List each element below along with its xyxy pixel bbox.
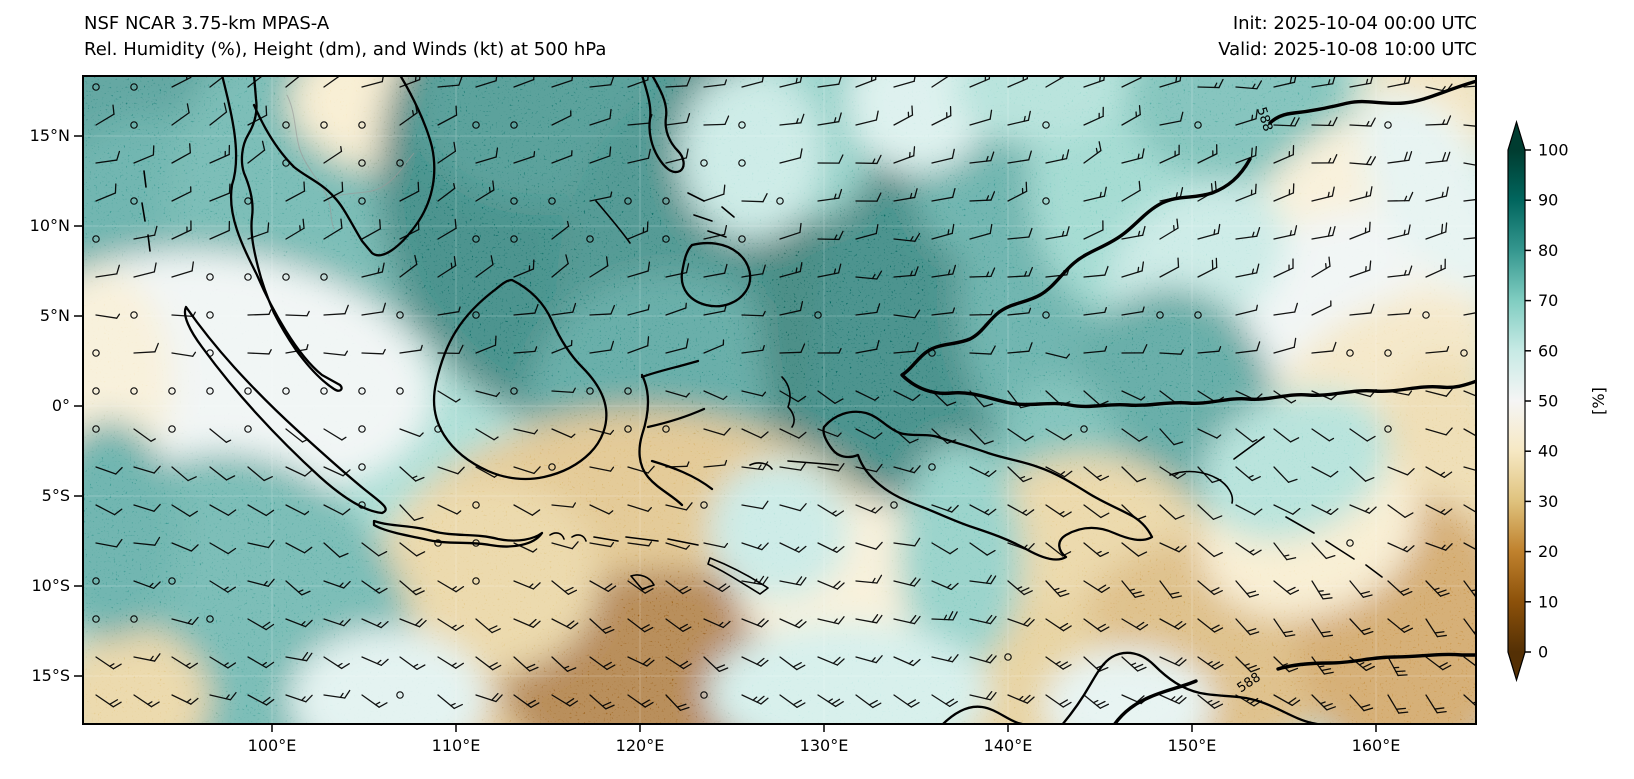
coastlines (141, 75, 1383, 725)
y-tick-15°S: 15°S (31, 666, 70, 685)
colorbar-tick-label-30: 30 (1538, 492, 1558, 511)
wind-barbs (92, 75, 1477, 714)
colorbar-tick-label-0: 0 (1538, 643, 1548, 662)
colorbar-tick-label-10: 10 (1538, 592, 1558, 611)
model-title: NSF NCAR 3.75-km MPAS-A (84, 13, 330, 34)
colorbar-tick-label-80: 80 (1538, 241, 1558, 260)
x-tick-120°E: 120°E (615, 736, 665, 755)
height-contour-588: 588 588 (900, 79, 1477, 725)
colorbar-tick-label-90: 90 (1538, 191, 1558, 210)
x-tick-100°E: 100°E (247, 736, 297, 755)
country-borders (286, 94, 415, 230)
init-time: Init: 2025-10-04 00:00 UTC (1232, 13, 1477, 34)
y-tick-0°: 0° (51, 396, 70, 415)
y-tick-5°S: 5°S (41, 486, 70, 505)
x-tick-130°E: 130°E (799, 736, 849, 755)
map-frame (82, 75, 1477, 725)
x-tick-140°E: 140°E (983, 736, 1033, 755)
colorbar-tick-label-60: 60 (1538, 341, 1558, 360)
valid-time: Valid: 2025-10-08 10:00 UTC (1218, 39, 1477, 60)
colorbar-tick-label-70: 70 (1538, 291, 1558, 310)
x-tick-160°E: 160°E (1351, 736, 1401, 755)
colorbar: 0 10 20 30 40 50 60 70 80 90 100 [%] (1507, 119, 1608, 683)
y-tick-10°S: 10°S (31, 576, 70, 595)
colorbar-gradient-bar (1507, 119, 1526, 683)
y-tick-10°N: 10°N (29, 216, 70, 235)
x-tick-150°E: 150°E (1167, 736, 1217, 755)
map-canvas: 588 588 (82, 75, 1477, 725)
colorbar-tick-label-20: 20 (1538, 542, 1558, 561)
lat-lon-gridlines (82, 75, 1477, 725)
field-subtitle: Rel. Humidity (%), Height (dm), and Wind… (84, 39, 607, 60)
contour-label-588-north: 588 (1253, 105, 1275, 133)
colorbar-tick-label-40: 40 (1538, 442, 1558, 461)
y-tick-15°N: 15°N (29, 126, 70, 145)
y-tick-5°N: 5°N (39, 306, 70, 325)
colorbar-unit-label: [%] (1589, 387, 1608, 415)
colorbar-tick-label-50: 50 (1538, 392, 1558, 411)
map-area: 588 588 (82, 75, 1477, 725)
colorbar-tick-label-100: 100 (1538, 141, 1569, 160)
x-tick-110°E: 110°E (431, 736, 481, 755)
